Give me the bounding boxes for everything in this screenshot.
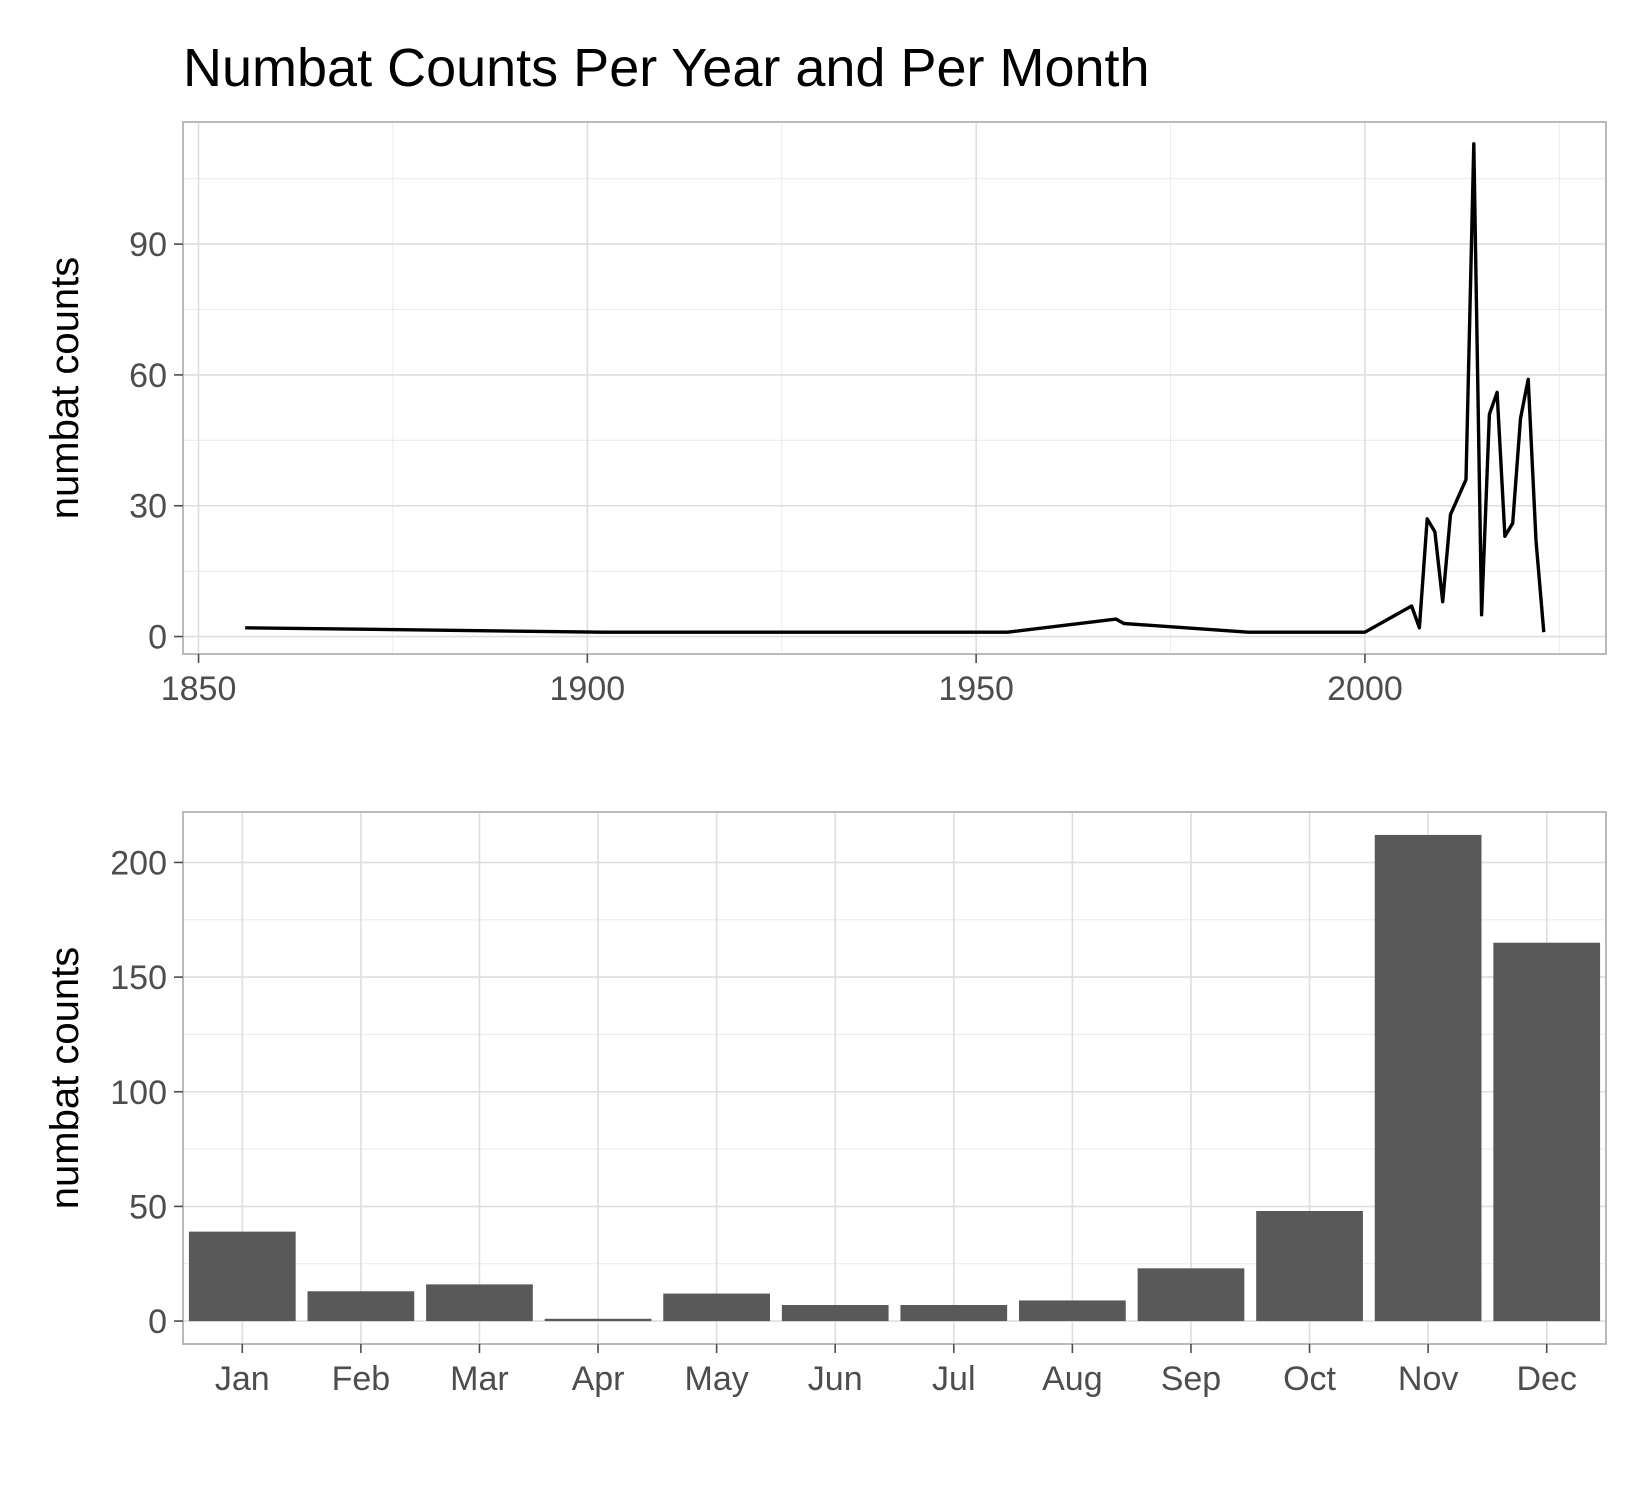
yearly-y-tick-label: 90 <box>129 226 167 264</box>
bar-may <box>663 1293 770 1322</box>
monthly-x-tick-label: Apr <box>572 1360 625 1398</box>
monthly-axes: 0 50 100 150 200 Jan Feb Mar Apr May Jun Jul Aug Sep O… <box>110 844 1577 1398</box>
monthly-x-tick-label: Aug <box>1042 1360 1103 1398</box>
monthly-y-tick-label: 100 <box>110 1074 167 1112</box>
monthly-x-tick-label: Dec <box>1516 1360 1576 1398</box>
monthly-x-tick-label: Jun <box>808 1360 863 1398</box>
monthly-x-tick-label: Jan <box>215 1360 270 1398</box>
bar-aug <box>1019 1300 1126 1322</box>
bar-mar <box>426 1284 533 1322</box>
bar-jul <box>900 1305 1008 1322</box>
monthly-y-tick-label: 50 <box>129 1188 167 1226</box>
monthly-bar-panel: 0 50 100 150 200 Jan Feb Mar Apr May Jun Jul Aug Sep O… <box>43 811 1607 1398</box>
monthly-x-tick-label: May <box>685 1360 749 1398</box>
bar-jan <box>188 1231 296 1322</box>
yearly-axes: 1850 1900 1950 2000 0 30 60 90 <box>129 226 1403 708</box>
bar-sep <box>1137 1268 1245 1322</box>
yearly-line-panel: 1850 1900 1950 2000 0 30 60 90 numbat counts <box>43 121 1607 708</box>
monthly-x-tick-label: Jul <box>932 1360 975 1398</box>
monthly-x-tick-label: Mar <box>450 1360 509 1398</box>
chart-title: Numbat Counts Per Year and Per Month <box>183 38 1150 98</box>
monthly-y-tick-label: 200 <box>110 844 167 882</box>
yearly-grid <box>183 122 1606 654</box>
monthly-y-axis-title: numbat counts <box>43 947 87 1209</box>
bar-oct <box>1256 1211 1363 1322</box>
bar-dec <box>1493 942 1601 1322</box>
yearly-y-tick-label: 0 <box>148 619 167 657</box>
monthly-x-tick-label: Oct <box>1283 1360 1336 1398</box>
yearly-y-axis-title: numbat counts <box>43 257 87 519</box>
monthly-y-tick-label: 0 <box>148 1303 167 1341</box>
yearly-x-tick-label: 2000 <box>1327 670 1403 708</box>
monthly-bars <box>188 834 1601 1322</box>
monthly-x-tick-label: Sep <box>1161 1360 1222 1398</box>
monthly-y-tick-label: 150 <box>110 959 167 997</box>
monthly-x-tick-label: Feb <box>332 1360 391 1398</box>
bar-apr <box>544 1318 652 1322</box>
yearly-x-tick-label: 1950 <box>938 670 1014 708</box>
bar-jun <box>781 1305 889 1322</box>
yearly-y-tick-label: 60 <box>129 357 167 395</box>
yearly-x-tick-label: 1850 <box>161 670 237 708</box>
yearly-x-tick-label: 1900 <box>550 670 626 708</box>
bar-feb <box>307 1291 415 1322</box>
bar-nov <box>1374 834 1482 1322</box>
yearly-y-tick-label: 30 <box>129 488 167 526</box>
yearly-count-line <box>245 142 1546 634</box>
monthly-panel-border <box>182 811 1607 1345</box>
yearly-panel-border <box>182 121 1607 655</box>
monthly-x-tick-label: Nov <box>1398 1360 1458 1398</box>
